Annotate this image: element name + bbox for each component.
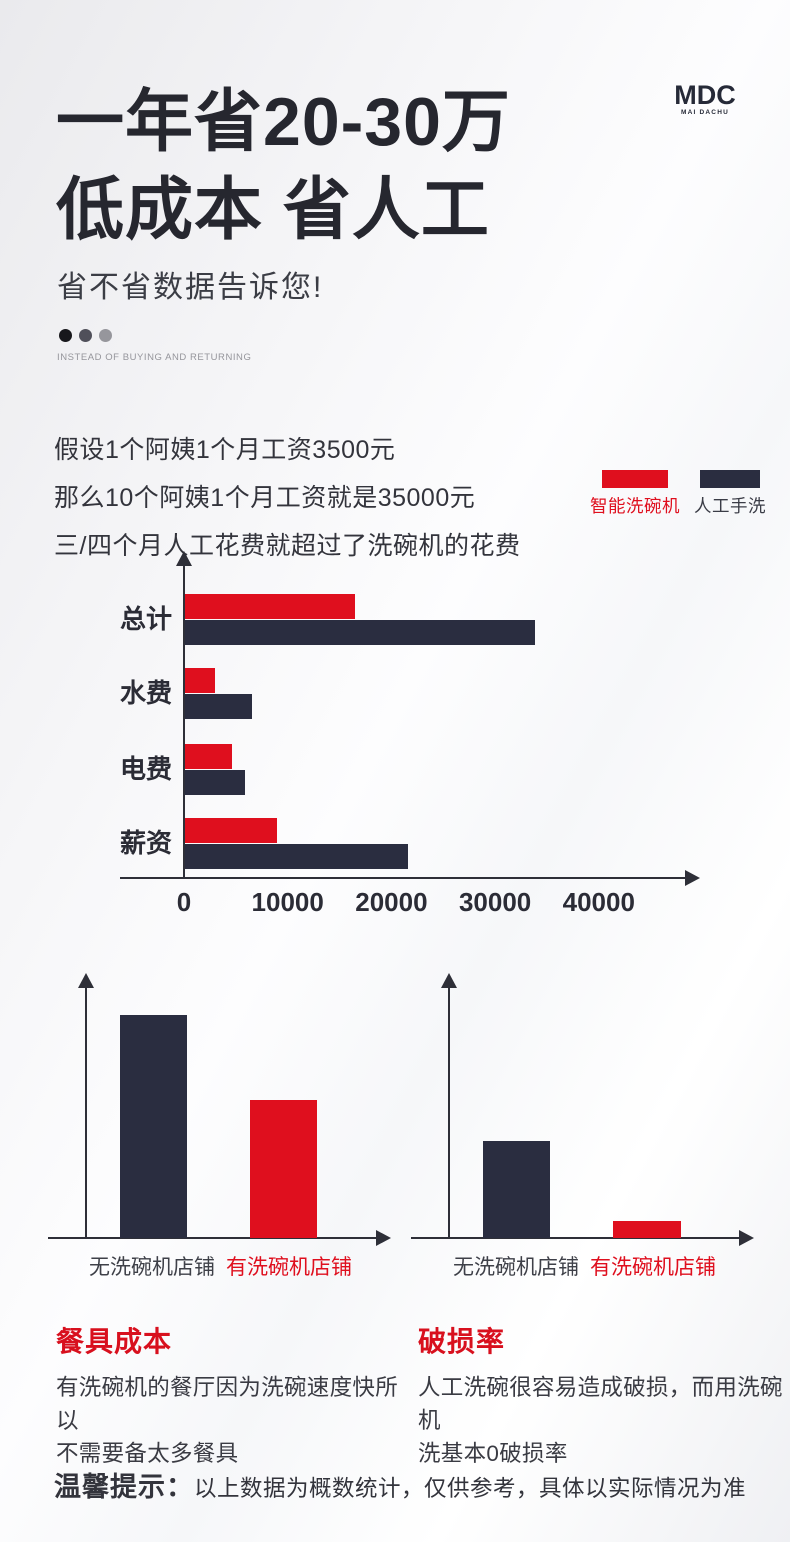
- section-body-damage-rate: 人工洗碗很容易造成破损，而用洗碗机 洗基本0破损率: [418, 1375, 783, 1466]
- x-tick-label: 0: [176, 887, 192, 917]
- category-label: 水费: [119, 678, 172, 708]
- assumption-line: 那么10个阿姨1个月工资就是35000元: [54, 484, 476, 512]
- bar-with-dishwasher: [250, 1099, 317, 1238]
- bar-smart-dishwasher: [185, 594, 355, 619]
- bar-no-dishwasher: [120, 1015, 187, 1238]
- y-axis: [183, 564, 185, 879]
- bar-manual-wash: [185, 770, 246, 795]
- y-axis-arrow-icon: [78, 973, 94, 988]
- legend-label-manual-wash: 人工手洗: [694, 496, 766, 516]
- pagination-dots: [59, 329, 112, 342]
- section-title-damage-rate: 破损率: [418, 1326, 506, 1357]
- x-tick-label: 20000: [355, 887, 428, 917]
- dot-icon: [59, 329, 72, 342]
- bar-manual-wash: [185, 844, 408, 869]
- dot-icon: [99, 329, 112, 342]
- assumption-line: 假设1个阿姨1个月工资3500元: [54, 436, 396, 464]
- category-label: 薪资: [119, 828, 172, 858]
- legend-swatch-smart-dishwasher: [602, 470, 668, 488]
- section-body-tableware-cost: 有洗碗机的餐厅因为洗碗速度快所以 不需要备太多餐具: [56, 1375, 399, 1466]
- bar-no-dishwasher: [483, 1141, 550, 1238]
- y-axis-arrow-icon: [176, 551, 192, 566]
- section-title-tableware-cost: 餐具成本: [56, 1326, 173, 1357]
- x-axis: [48, 1237, 377, 1239]
- bar-smart-dishwasher: [185, 818, 278, 843]
- y-axis: [448, 986, 450, 1239]
- x-axis-arrow-icon: [376, 1230, 391, 1246]
- assumption-line: 三/四个月人工花费就超过了洗碗机的花费: [54, 532, 521, 560]
- y-axis-arrow-icon: [441, 973, 457, 988]
- headline-line1: 一年省20-30万: [56, 84, 511, 160]
- eyebrow-caption: INSTEAD OF BUYING AND RETURNING: [57, 352, 252, 363]
- category-label-no-dishwasher: 无洗碗机店铺: [453, 1256, 579, 1279]
- category-label: 总计: [119, 604, 172, 634]
- x-axis-arrow-icon: [739, 1230, 754, 1246]
- legend-label-smart-dishwasher: 智能洗碗机: [590, 496, 680, 516]
- bar-manual-wash: [185, 620, 536, 645]
- x-axis-arrow-icon: [685, 870, 700, 886]
- headline-line2: 低成本 省人工: [56, 172, 490, 248]
- footer-note-label: 温馨提示：: [54, 1472, 194, 1502]
- logo-subtext: MAI DACHU: [681, 109, 729, 116]
- category-label: 电费: [119, 754, 172, 784]
- assumption-text: 假设1个阿姨1个月工资3500元 那么10个阿姨1个月工资就是35000元 三/…: [54, 426, 520, 570]
- bar-smart-dishwasher: [185, 668, 216, 693]
- footer-note-text: 以上数据为概数统计，仅供参考，具体以实际情况为准: [194, 1476, 747, 1501]
- footer-note: 温馨提示：以上数据为概数统计，仅供参考，具体以实际情况为准: [54, 1465, 746, 1504]
- bar-with-dishwasher: [613, 1220, 681, 1238]
- x-axis: [120, 877, 686, 879]
- y-axis: [85, 986, 87, 1239]
- legend-swatch-manual-wash: [700, 470, 760, 488]
- brand-logo: MDC MAI DACHU: [668, 80, 742, 117]
- bar-manual-wash: [185, 694, 253, 719]
- bar-smart-dishwasher: [185, 744, 232, 769]
- dot-icon: [79, 329, 92, 342]
- x-tick-label: 10000: [251, 887, 324, 917]
- logo-text: MDC: [674, 80, 736, 110]
- subtitle: 省不省数据告诉您!: [57, 271, 324, 304]
- x-tick-label: 30000: [458, 887, 532, 917]
- category-label-no-dishwasher: 无洗碗机店铺: [89, 1256, 215, 1279]
- category-label-with-dishwasher: 有洗碗机店铺: [590, 1256, 716, 1279]
- x-tick-label: 40000: [562, 887, 635, 917]
- x-axis: [411, 1237, 740, 1239]
- category-label-with-dishwasher: 有洗碗机店铺: [226, 1256, 352, 1279]
